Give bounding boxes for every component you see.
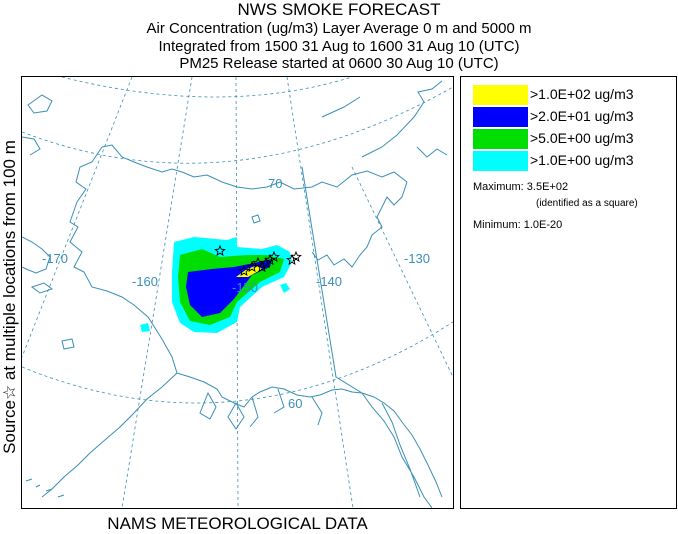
source-markers bbox=[214, 244, 302, 276]
legend-maximum: Maximum: 3.5E+02 bbox=[473, 181, 569, 193]
st-lawrence-island bbox=[30, 282, 54, 294]
alaska-canada-border bbox=[301, 166, 363, 394]
plume-small-patch bbox=[140, 323, 150, 332]
legend-swatch-blue bbox=[473, 107, 528, 127]
meridian-m170 bbox=[22, 77, 133, 358]
longitude-label-m160: -160 bbox=[132, 274, 158, 289]
legend-minimum: Minimum: 1.0E-20 bbox=[473, 219, 563, 231]
meridian-m160 bbox=[121, 77, 193, 508]
interior-lake bbox=[251, 214, 261, 224]
kodiak-and-inlets bbox=[199, 388, 323, 430]
concentration-legend: >1.0E+02 ug/m3 >2.0E+01 ug/m3 >5.0E+00 u… bbox=[460, 76, 677, 509]
source-star-icon bbox=[214, 244, 226, 256]
latitude-label-70: 70 bbox=[268, 176, 282, 191]
legend-label: >2.0E+01 ug/m3 bbox=[530, 108, 634, 124]
meridian-m140 bbox=[286, 77, 354, 508]
legend-label: >1.0E+00 ug/m3 bbox=[530, 152, 634, 168]
parallel-80 bbox=[61, 77, 353, 98]
graticule bbox=[22, 77, 453, 508]
legend-item-100: >1.0E+02 ug/m3 bbox=[473, 85, 673, 105]
source-star-icon bbox=[290, 250, 302, 262]
legend-item-1: >1.0E+00 ug/m3 bbox=[473, 151, 673, 171]
meridian-m130 bbox=[351, 166, 453, 378]
canada-arctic-coast bbox=[311, 181, 408, 268]
legend-label: >1.0E+02 ug/m3 bbox=[530, 86, 634, 102]
legend-label: >5.0E+00 ug/m3 bbox=[530, 130, 634, 146]
source-star-icon bbox=[264, 253, 276, 265]
source-star-icon bbox=[238, 264, 250, 276]
forecast-title: NWS SMOKE FORECAST bbox=[237, 0, 441, 19]
integration-period: Integrated from 1500 31 Aug to 1600 31 A… bbox=[158, 38, 520, 55]
longitude-label-m170: -170 bbox=[42, 251, 68, 266]
meteorological-data-caption: NAMS METEOROLOGICAL DATA bbox=[107, 514, 368, 533]
alaska-north-coast bbox=[101, 144, 408, 190]
latitude-label-60: 60 bbox=[288, 396, 302, 411]
legend-maximum-note: (identified as a square) bbox=[536, 198, 638, 209]
smoke-map[interactable]: -170 -160 -150 -140 -130 70 60 bbox=[21, 76, 454, 509]
southeast-panhandle bbox=[361, 392, 433, 508]
legend-item-20: >2.0E+01 ug/m3 bbox=[473, 107, 673, 127]
parallel-70 bbox=[22, 86, 453, 164]
graticule-labels: -170 -160 -150 -140 -130 70 60 bbox=[42, 176, 430, 411]
alaska-west-coast bbox=[69, 146, 178, 374]
legend-swatch-yellow bbox=[473, 85, 528, 105]
source-star-icon bbox=[286, 253, 298, 265]
legend-item-5: >5.0E+00 ug/m3 bbox=[473, 129, 673, 149]
smoke-plume bbox=[140, 237, 292, 333]
source-star-icon bbox=[260, 256, 272, 268]
alaska-south-coast bbox=[176, 372, 443, 498]
release-info: PM25 Release started at 0600 30 Aug 10 (… bbox=[179, 55, 499, 72]
source-star-icon bbox=[268, 250, 280, 262]
legend-swatch-green bbox=[473, 129, 528, 149]
source-location-label: Source☆ at multiple locations from 100 m bbox=[0, 140, 19, 454]
aleutian-islands bbox=[25, 478, 65, 498]
arctic-islands bbox=[27, 80, 448, 158]
alaska-peninsula bbox=[41, 372, 178, 498]
parallel-60 bbox=[22, 321, 453, 404]
longitude-label-m140: -140 bbox=[316, 274, 342, 289]
plume-detached-patch bbox=[280, 283, 290, 293]
chukotka-coast bbox=[22, 136, 51, 274]
legend-swatch-cyan bbox=[473, 151, 528, 171]
longitude-label-m150: -150 bbox=[232, 280, 258, 295]
nunivak-island bbox=[61, 338, 75, 350]
coastlines bbox=[22, 80, 448, 508]
layer-subtitle: Air Concentration (ug/m3) Layer Average … bbox=[146, 20, 532, 37]
longitude-label-m130: -130 bbox=[404, 251, 430, 266]
